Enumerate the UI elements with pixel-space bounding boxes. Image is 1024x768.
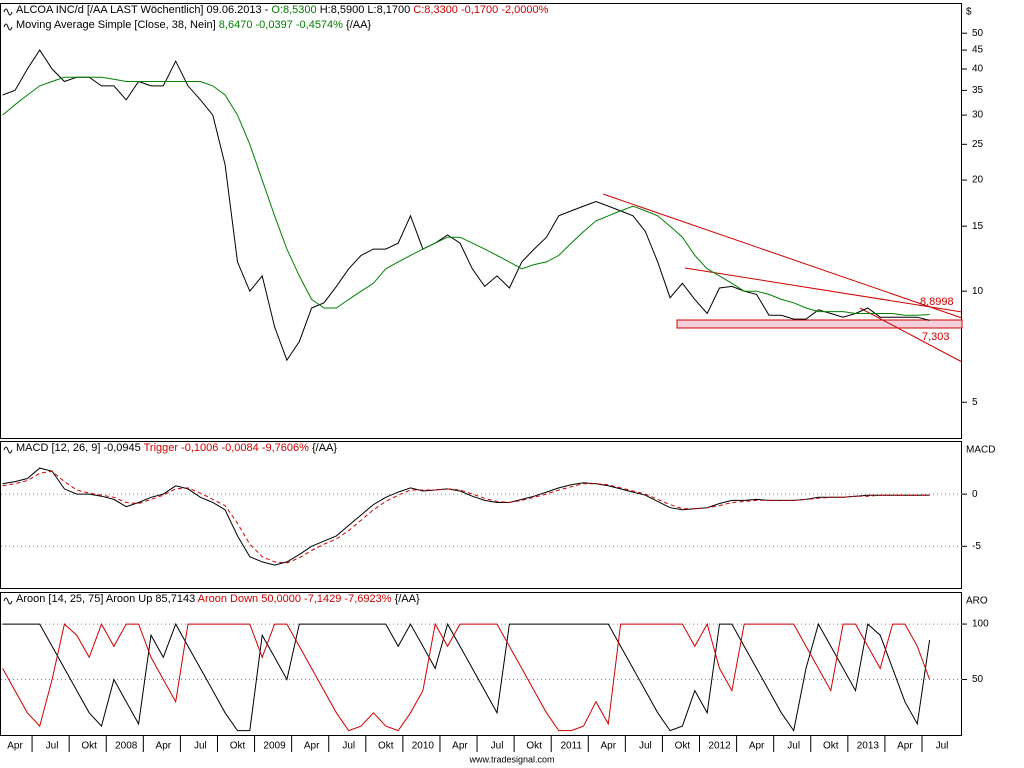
y-tick-label: -5 bbox=[972, 541, 981, 552]
trend-line bbox=[859, 307, 963, 363]
footer: www.tradesignal.com bbox=[468, 754, 554, 764]
series-line bbox=[2, 49, 930, 362]
y-tick-label: 20 bbox=[972, 175, 984, 186]
y-tick-label: 45 bbox=[972, 45, 984, 56]
series-line bbox=[2, 470, 930, 564]
y-tick-label: 100 bbox=[972, 619, 989, 630]
x-tick-label: Apr bbox=[304, 741, 320, 752]
x-tick-label: Apr bbox=[452, 741, 468, 752]
header-text: 8,6470 -0,0397 -0,4574% bbox=[219, 19, 346, 31]
indicator-icon bbox=[3, 23, 13, 31]
x-tick-label: Apr bbox=[7, 741, 23, 752]
indicator-icon bbox=[3, 597, 13, 605]
y-tick-label: 0 bbox=[972, 489, 978, 500]
panel-header: MACD [12, 26, 9] -0,0945 Trigger -0,1006… bbox=[16, 442, 337, 454]
header-text: H:8,5900 L:8,1700 bbox=[320, 4, 414, 16]
axis-label: $ bbox=[966, 7, 972, 18]
header-text: Aroon Down 50,0000 -7,1429 -7,6923% bbox=[198, 593, 395, 605]
y-tick-label: 30 bbox=[972, 110, 984, 121]
price-panel bbox=[0, 3, 962, 439]
x-tick-label: Jul bbox=[787, 741, 800, 752]
x-tick-label: Okt bbox=[378, 741, 394, 752]
x-tick-label: Jul bbox=[342, 741, 355, 752]
x-tick-label: 2011 bbox=[560, 741, 582, 752]
support-band bbox=[676, 319, 963, 329]
y-tick-label: 40 bbox=[972, 64, 984, 75]
x-tick-label: Jul bbox=[491, 741, 504, 752]
x-tick-label: 2012 bbox=[708, 741, 731, 752]
y-tick-label: 50 bbox=[972, 674, 984, 685]
x-tick-label: Okt bbox=[823, 741, 839, 752]
annotation: 8,8998 bbox=[920, 296, 954, 308]
header-text: {/AA} bbox=[312, 442, 337, 454]
panel-header: Aroon [14, 25, 75] Aroon Up 85,7143 Aroo… bbox=[16, 593, 420, 605]
x-tick-label: Okt bbox=[230, 741, 246, 752]
x-tick-label: Apr bbox=[897, 741, 913, 752]
header-text: ALCOA INC/d [/AA LAST Wöchentlich] 09.06… bbox=[16, 4, 271, 16]
annotation: 7,303 bbox=[922, 331, 950, 343]
header-text: {/AA} bbox=[395, 593, 420, 605]
indicator-icon bbox=[3, 8, 13, 16]
series-line bbox=[2, 76, 930, 316]
axis-label: ARO bbox=[966, 596, 988, 607]
trend-line bbox=[602, 193, 963, 319]
macd-panel bbox=[0, 441, 962, 589]
y-tick-label: 5 bbox=[972, 397, 978, 408]
x-tick-label: 2013 bbox=[857, 741, 880, 752]
header-text: C:8,3300 -0,1700 -2,0000% bbox=[413, 4, 548, 16]
x-tick-label: 2010 bbox=[412, 741, 435, 752]
x-tick-label: 2009 bbox=[263, 741, 286, 752]
x-tick-label: Jul bbox=[194, 741, 207, 752]
header-text: Moving Average Simple [Close, 38, Nein] bbox=[16, 19, 219, 31]
y-tick-label: 35 bbox=[972, 85, 984, 96]
x-tick-label: Okt bbox=[675, 741, 691, 752]
x-tick-label: Apr bbox=[600, 741, 616, 752]
series-line bbox=[2, 622, 931, 732]
aroon-panel bbox=[0, 592, 962, 736]
indicator-icon bbox=[3, 446, 13, 454]
header-text: O:8,5300 bbox=[271, 4, 319, 16]
y-tick-label: 10 bbox=[972, 286, 984, 297]
series-line bbox=[2, 622, 931, 732]
x-tick-label: Apr bbox=[749, 741, 765, 752]
header-text: {/AA} bbox=[346, 19, 371, 31]
x-tick-label: 2008 bbox=[115, 741, 138, 752]
x-tick-label: Jul bbox=[639, 741, 652, 752]
x-tick-label: Okt bbox=[526, 741, 542, 752]
y-tick-label: 50 bbox=[972, 28, 984, 39]
trend-line bbox=[684, 267, 963, 313]
header-text: Trigger -0,1006 -0,0084 -9,7606% bbox=[144, 442, 312, 454]
y-tick-label: 15 bbox=[972, 221, 984, 232]
header-text: MACD [12, 26, 9] -0,0945 bbox=[16, 442, 144, 454]
x-tick-label: Jul bbox=[936, 741, 949, 752]
x-tick-label: Apr bbox=[156, 741, 172, 752]
y-tick-label: 25 bbox=[972, 139, 984, 150]
panel-header: Moving Average Simple [Close, 38, Nein] … bbox=[16, 19, 371, 31]
x-tick-label: Jul bbox=[46, 741, 59, 752]
axis-label: MACD bbox=[966, 445, 995, 456]
panel-header: ALCOA INC/d [/AA LAST Wöchentlich] 09.06… bbox=[16, 4, 549, 16]
header-text: Aroon [14, 25, 75] Aroon Up 85,7143 bbox=[16, 593, 198, 605]
x-tick-label: Okt bbox=[81, 741, 97, 752]
